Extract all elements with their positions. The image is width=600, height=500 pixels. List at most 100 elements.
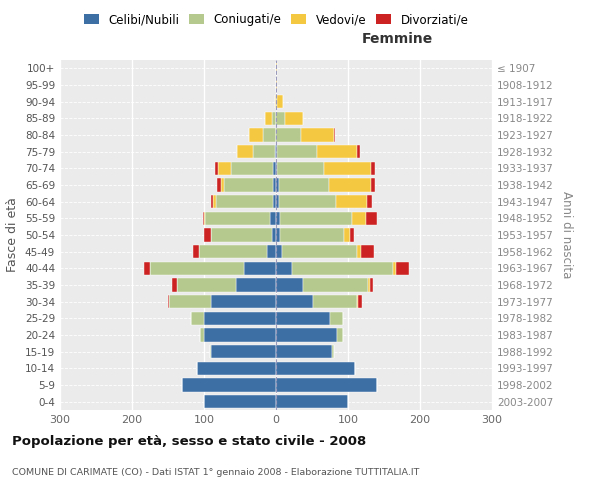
Bar — [276, 362, 355, 375]
Bar — [211, 195, 214, 208]
Bar — [263, 128, 276, 141]
Bar — [276, 128, 301, 141]
Bar — [211, 345, 276, 358]
Bar — [361, 245, 374, 258]
Bar — [276, 162, 277, 175]
Bar — [276, 328, 337, 342]
Bar — [370, 278, 373, 291]
Bar — [280, 212, 352, 225]
Bar — [273, 178, 276, 192]
Bar — [368, 278, 370, 291]
Bar — [276, 395, 348, 408]
Bar — [392, 262, 396, 275]
Bar — [366, 212, 377, 225]
Y-axis label: Fasce di età: Fasce di età — [7, 198, 19, 272]
Text: Femmine: Femmine — [361, 32, 433, 46]
Bar — [276, 212, 280, 225]
Bar — [203, 212, 204, 225]
Bar — [276, 262, 292, 275]
Bar — [211, 295, 276, 308]
Bar — [265, 112, 272, 125]
Text: COMUNE DI CARIMATE (CO) - Dati ISTAT 1° gennaio 2008 - Elaborazione TUTTITALIA.I: COMUNE DI CARIMATE (CO) - Dati ISTAT 1° … — [12, 468, 419, 477]
Bar — [276, 295, 313, 308]
Bar — [248, 128, 263, 141]
Bar — [204, 328, 276, 342]
Bar — [280, 228, 344, 241]
Bar — [282, 245, 358, 258]
Bar — [276, 112, 284, 125]
Bar — [270, 212, 276, 225]
Bar — [276, 228, 280, 241]
Bar — [276, 78, 277, 92]
Bar — [367, 195, 373, 208]
Bar — [356, 145, 360, 158]
Bar — [182, 378, 276, 392]
Bar — [344, 228, 350, 241]
Bar — [356, 295, 358, 308]
Bar — [276, 378, 377, 392]
Bar — [178, 278, 236, 291]
Bar — [275, 95, 276, 108]
Bar — [144, 262, 150, 275]
Bar — [332, 345, 334, 358]
Bar — [301, 128, 334, 141]
Bar — [215, 162, 218, 175]
Bar — [358, 245, 361, 258]
Bar — [218, 162, 232, 175]
Bar — [276, 62, 277, 75]
Bar — [276, 245, 282, 258]
Bar — [313, 295, 356, 308]
Bar — [334, 128, 335, 141]
Bar — [199, 245, 268, 258]
Bar — [337, 195, 367, 208]
Bar — [268, 245, 276, 258]
Bar — [204, 395, 276, 408]
Bar — [324, 162, 371, 175]
Bar — [279, 195, 337, 208]
Bar — [191, 312, 204, 325]
Bar — [273, 195, 276, 208]
Bar — [337, 328, 343, 342]
Bar — [276, 345, 332, 358]
Bar — [272, 228, 276, 241]
Bar — [236, 278, 276, 291]
Bar — [237, 145, 253, 158]
Bar — [253, 145, 275, 158]
Bar — [217, 178, 221, 192]
Bar — [205, 212, 270, 225]
Bar — [284, 112, 302, 125]
Y-axis label: Anni di nascita: Anni di nascita — [560, 192, 573, 278]
Bar — [276, 178, 279, 192]
Bar — [197, 362, 276, 375]
Bar — [330, 312, 343, 325]
Bar — [276, 312, 330, 325]
Bar — [204, 312, 276, 325]
Bar — [193, 245, 199, 258]
Bar — [371, 178, 374, 192]
Bar — [275, 145, 276, 158]
Legend: Celibi/Nubili, Coniugati/e, Vedovi/e, Divorziati/e: Celibi/Nubili, Coniugati/e, Vedovi/e, Di… — [79, 8, 473, 31]
Bar — [215, 195, 273, 208]
Bar — [169, 295, 211, 308]
Bar — [371, 162, 374, 175]
Bar — [396, 262, 409, 275]
Bar — [200, 328, 204, 342]
Bar — [204, 228, 211, 241]
Bar — [277, 162, 324, 175]
Bar — [317, 145, 356, 158]
Bar — [276, 95, 277, 108]
Text: Popolazione per età, sesso e stato civile - 2008: Popolazione per età, sesso e stato civil… — [12, 435, 366, 448]
Bar — [221, 178, 224, 192]
Bar — [168, 295, 169, 308]
Bar — [277, 145, 317, 158]
Bar — [304, 278, 368, 291]
Bar — [172, 278, 178, 291]
Bar — [244, 262, 276, 275]
Bar — [211, 228, 272, 241]
Bar — [273, 162, 276, 175]
Bar — [276, 145, 277, 158]
Bar — [150, 262, 244, 275]
Bar — [276, 195, 279, 208]
Bar — [272, 112, 276, 125]
Bar — [277, 95, 283, 108]
